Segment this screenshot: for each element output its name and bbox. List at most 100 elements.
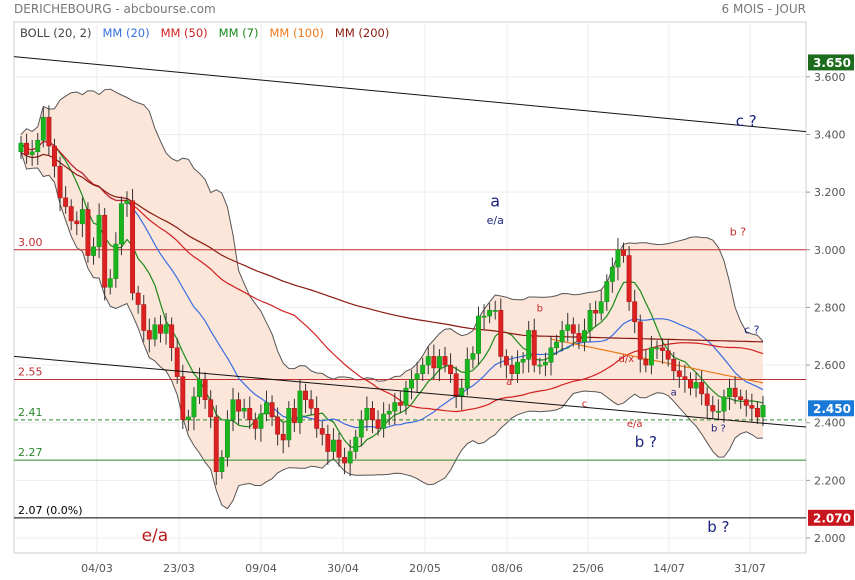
wave-annotation: e/a <box>142 526 169 546</box>
price-badge-label: 3.650 <box>813 56 851 70</box>
y-tick-label: 2.200 <box>814 474 846 487</box>
candle-body <box>403 387 409 406</box>
candle-body <box>732 387 738 398</box>
candle-body <box>191 396 197 418</box>
bollinger-lower-band <box>20 151 764 510</box>
candle-body <box>754 408 760 418</box>
y-tick-label: 3.000 <box>814 244 846 257</box>
candle-body <box>314 408 320 429</box>
candle-body <box>258 413 264 429</box>
y-tick-label: 3.600 <box>814 71 846 84</box>
candle-body <box>593 310 599 314</box>
candle-body <box>626 255 632 302</box>
candle-body <box>330 439 336 452</box>
candle-body <box>492 310 498 312</box>
candle-body <box>409 379 414 389</box>
candle-body <box>325 433 331 452</box>
trendline <box>13 355 807 428</box>
candle-body <box>174 347 180 377</box>
level-label: 2.27 <box>18 446 43 459</box>
y-tick-label: 3.200 <box>814 186 846 199</box>
bollinger-upper-band <box>20 88 764 382</box>
x-tick-label: 31/07 <box>734 562 766 575</box>
candle-body <box>498 310 504 357</box>
candle-body <box>699 382 705 395</box>
candle-body <box>135 292 141 305</box>
candle-body <box>470 353 476 360</box>
level-label: 3.00 <box>18 236 43 249</box>
candle-body <box>420 364 426 374</box>
candle-body <box>542 361 548 366</box>
candle-body <box>208 399 214 418</box>
y-tick-label: 2.000 <box>814 532 846 545</box>
candle-body <box>476 315 481 354</box>
legend-item: MM (50) <box>160 26 208 40</box>
candle-body <box>102 214 108 288</box>
level-label: 2.55 <box>18 365 43 378</box>
candle-body <box>308 399 314 409</box>
candle-body <box>665 350 671 360</box>
candle-body <box>40 116 46 141</box>
candle-body <box>721 396 727 412</box>
candle-body <box>107 278 113 288</box>
candle-body <box>609 266 615 282</box>
candle-body <box>113 243 119 279</box>
candle-body <box>46 116 52 147</box>
candle-body <box>370 408 375 421</box>
candle-body <box>236 399 242 412</box>
candle-body <box>676 370 682 377</box>
x-tick-label: 30/04 <box>327 562 359 575</box>
x-tick-label: 09/04 <box>245 562 277 575</box>
wave-annotation: b ? <box>730 225 746 238</box>
x-tick-label: 08/06 <box>491 562 523 575</box>
candle-body <box>275 416 281 435</box>
candle-body <box>96 214 102 248</box>
candle-body <box>375 419 381 429</box>
trendline <box>13 56 807 133</box>
candle-body <box>710 405 716 412</box>
candle-body <box>386 410 392 415</box>
candle-body <box>704 393 710 406</box>
candle-body <box>35 139 41 153</box>
price-badge-label: 2.070 <box>813 511 851 525</box>
candle-body <box>520 359 526 363</box>
wave-annotation: c <box>582 399 588 410</box>
candle-body <box>219 457 225 472</box>
candle-body <box>358 419 364 438</box>
candle-body <box>303 390 308 400</box>
candle-body <box>18 142 24 153</box>
wave-annotation: e/a <box>487 214 504 227</box>
wave-annotation: b ? <box>707 518 729 536</box>
candle-body <box>63 197 69 207</box>
y-tick-label: 3.400 <box>814 128 846 141</box>
candle-body <box>682 376 688 380</box>
candle-body <box>286 408 292 441</box>
candle-body <box>252 419 258 429</box>
candle-body <box>715 410 721 413</box>
bollinger-band-fill <box>21 89 763 509</box>
candle-body <box>515 361 520 374</box>
wave-annotation: c ? <box>736 112 757 130</box>
wave-annotation: e/a <box>627 419 643 430</box>
candle-body <box>180 376 186 421</box>
price-badge-label: 2.450 <box>813 402 851 416</box>
candle-body <box>57 165 63 199</box>
y-tick-label: 2.400 <box>814 417 846 430</box>
y-tick-label: 2.800 <box>814 301 846 314</box>
candle-body <box>526 330 532 360</box>
x-tick-label: 23/03 <box>163 562 195 575</box>
candle-body <box>760 405 766 418</box>
level-label: 2.41 <box>18 406 43 419</box>
candle-body <box>230 399 236 421</box>
candle-body <box>637 321 643 360</box>
candle-body <box>381 413 387 429</box>
wave-annotation: c ? <box>744 323 760 336</box>
bollinger-band-layer <box>20 88 764 510</box>
candle-body <box>531 330 537 366</box>
candle-body <box>643 359 649 366</box>
candle-body <box>442 356 448 366</box>
candle-body <box>342 457 348 464</box>
candle-body <box>169 324 175 349</box>
legend-item: MM (200) <box>334 26 390 40</box>
candles-layer <box>18 105 766 485</box>
